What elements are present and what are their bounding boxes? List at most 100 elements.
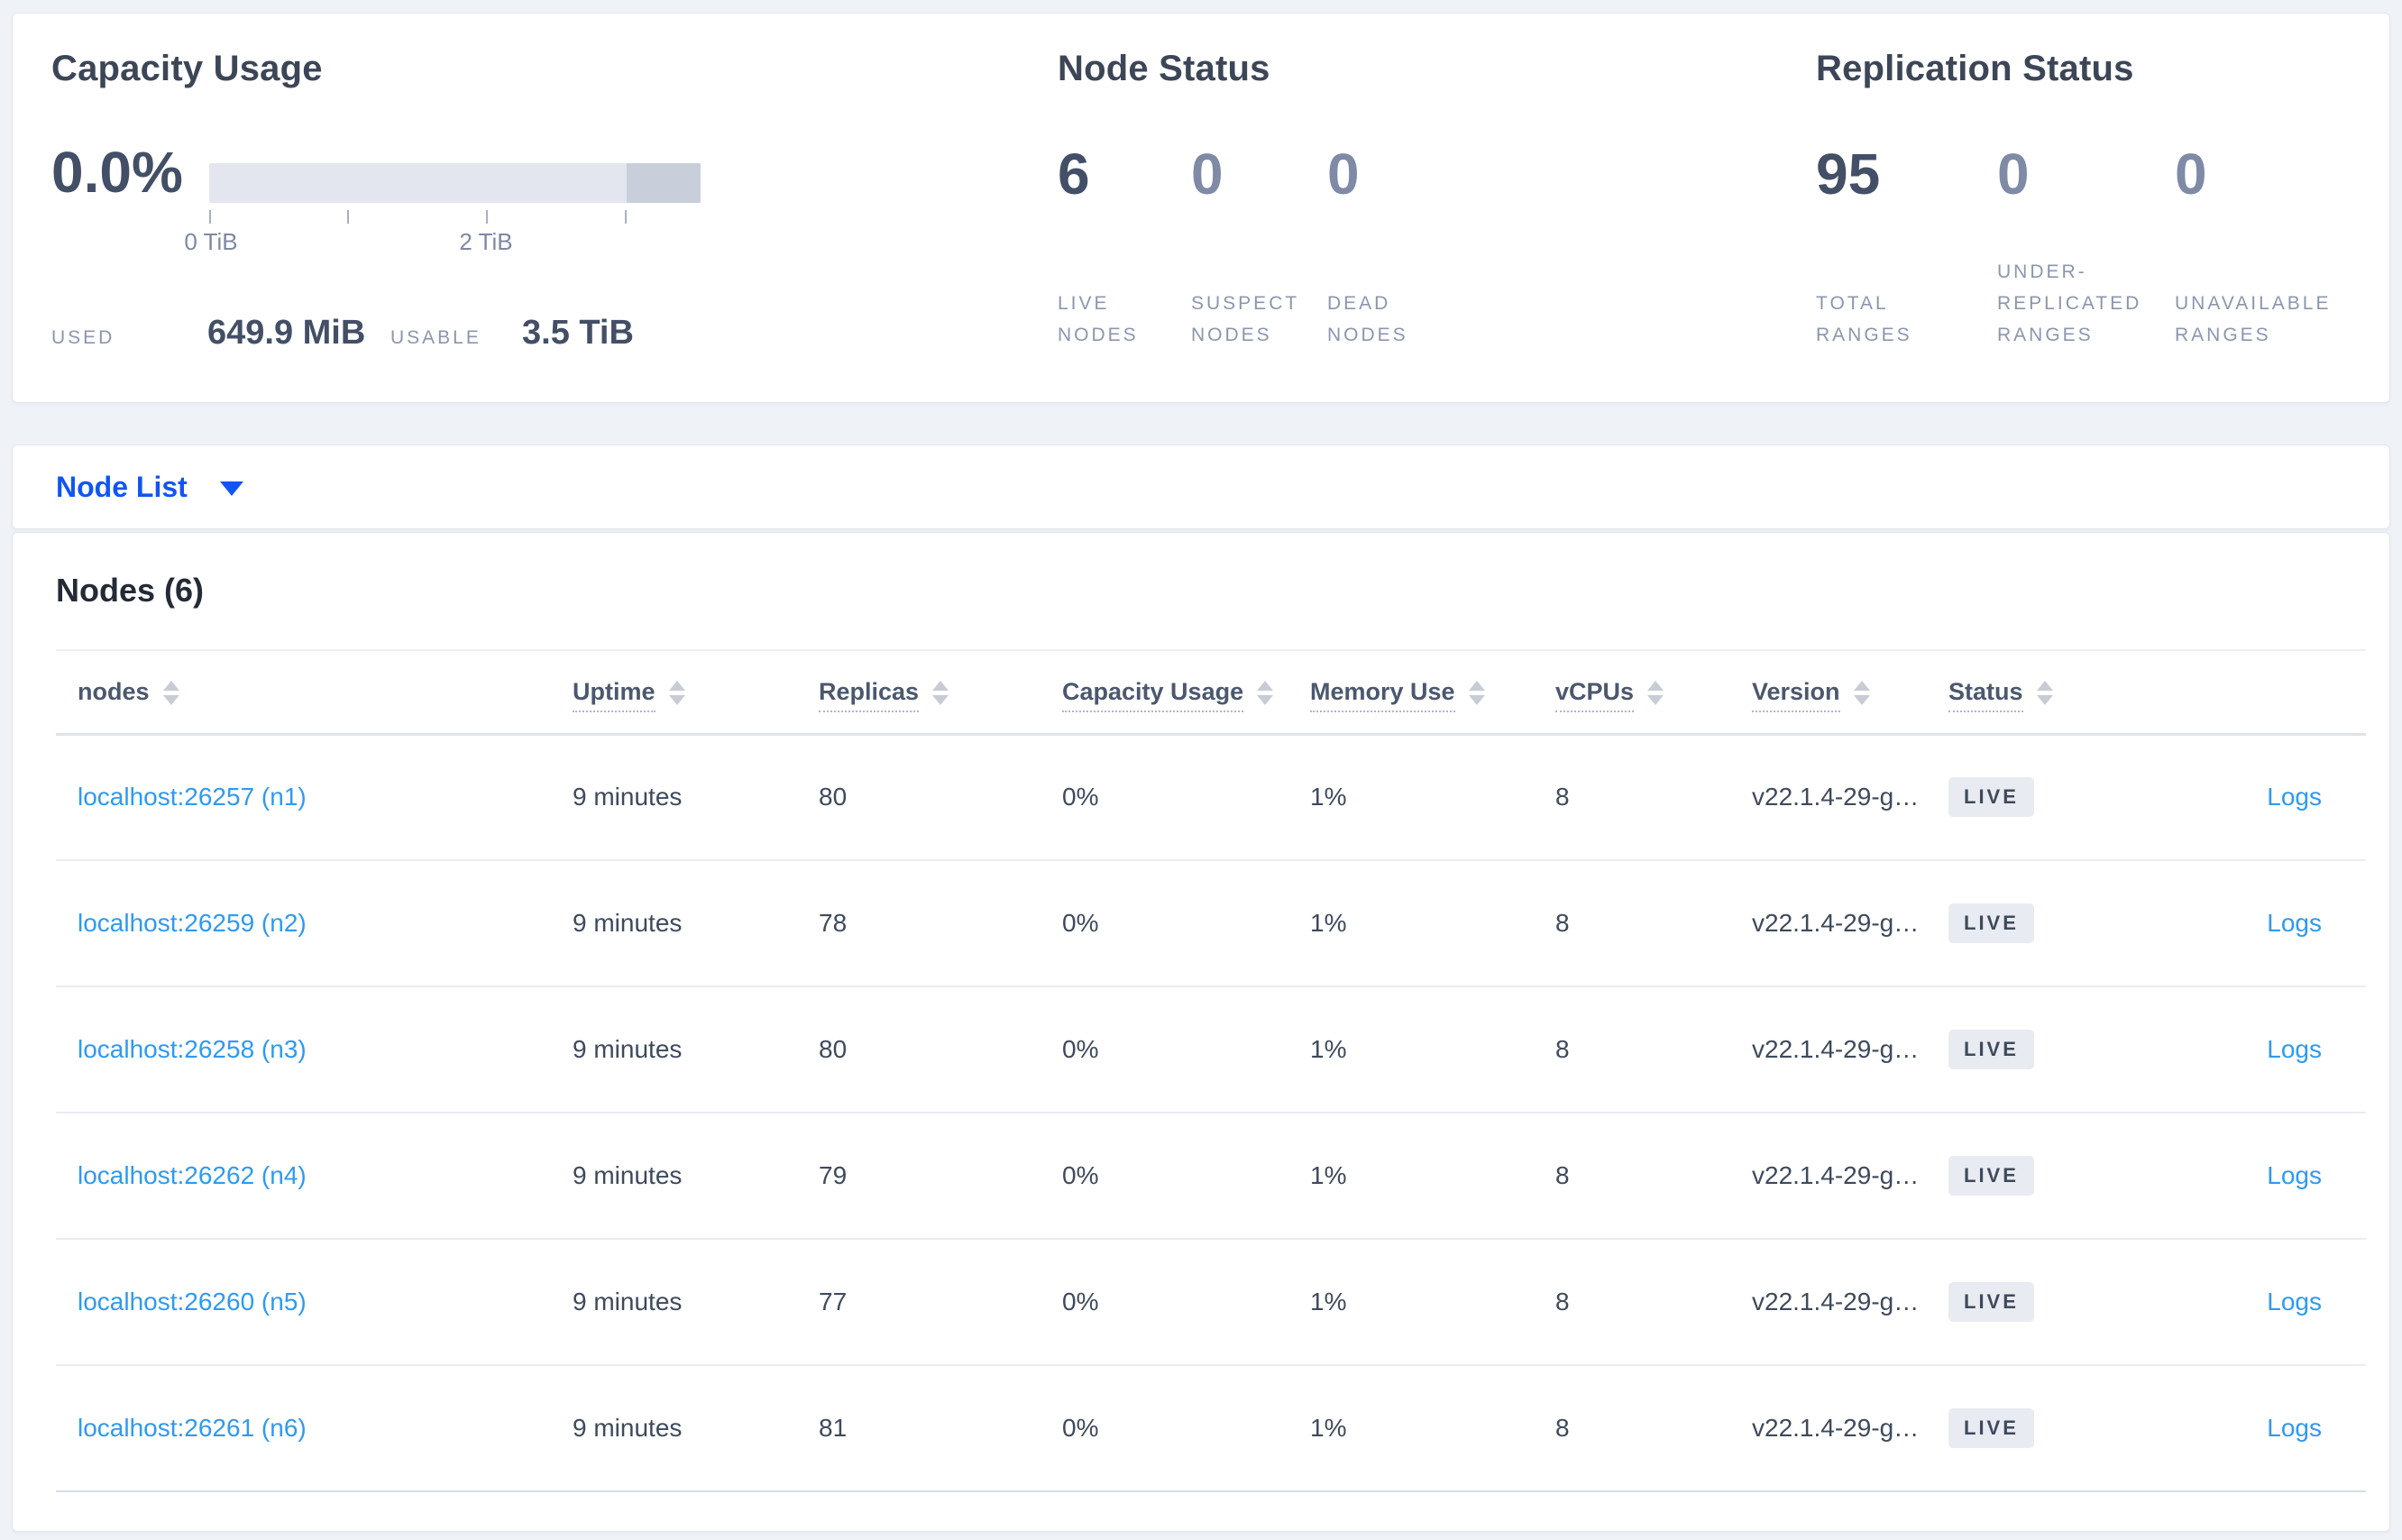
node-link[interactable]: localhost:26257 (n1)	[78, 783, 307, 811]
axis-tick	[486, 210, 488, 224]
under-replicated-ranges-metric: 0 UNDER-REPLICATED RANGES	[1997, 145, 2175, 351]
sort-icon[interactable]	[162, 681, 179, 706]
table-row: localhost:26257 (n1) 9 minutes 80 0% 1% …	[56, 734, 2366, 860]
replicas-cell: 81	[818, 1364, 1061, 1491]
capacity-cell: 0%	[1061, 985, 1309, 1113]
node-link[interactable]: localhost:26261 (n6)	[78, 1414, 307, 1442]
axis-tick-label: 0 TiB	[184, 228, 238, 255]
node-list-dropdown[interactable]: Node List	[56, 470, 188, 503]
sort-icon[interactable]	[1853, 681, 1870, 706]
logs-link[interactable]: Logs	[2267, 1035, 2322, 1063]
nodes-heading: Nodes (6)	[56, 572, 205, 609]
suspect-nodes-label: SUSPECT NODES	[1191, 293, 1299, 345]
capacity-cell: 0%	[1061, 1238, 1309, 1365]
capacity-cell: 0%	[1062, 783, 1099, 811]
suspect-nodes-metric: 0 SUSPECT NODES	[1191, 145, 1327, 351]
capacity-stats: USED 649.9 MiB USABLE 3.5 TiB	[51, 314, 634, 353]
sort-icon[interactable]	[1257, 681, 1274, 706]
table-row: localhost:26260 (n5) 9 minutes 77 0% 1% …	[56, 1238, 2366, 1365]
column-header-nodes[interactable]: nodes	[56, 650, 572, 736]
node-link[interactable]: localhost:26262 (n4)	[78, 1161, 307, 1189]
version-cell: v22.1.4-29-g…	[1752, 783, 1920, 811]
sort-icon[interactable]	[932, 681, 949, 706]
usable-label: USABLE	[390, 327, 481, 348]
status-badge: LIVE	[1948, 1408, 2034, 1448]
sort-icon[interactable]	[2036, 681, 2053, 706]
table-header-row: nodes Uptime Replicas Capacity Usage Mem…	[56, 650, 2366, 736]
sort-icon[interactable]	[668, 681, 685, 706]
capacity-bar-chart: 0 TiB 2 TiB	[184, 163, 701, 262]
status-badge: LIVE	[1948, 1282, 2034, 1322]
column-header-vcpus[interactable]: vCPUs	[1554, 650, 1751, 736]
dead-nodes-label: DEAD NODES	[1327, 293, 1408, 345]
replicas-cell: 78	[818, 859, 1061, 986]
status-badge: LIVE	[1948, 1030, 2034, 1069]
column-header-memory[interactable]: Memory Use	[1309, 650, 1554, 736]
node-link[interactable]: localhost:26258 (n3)	[78, 1035, 307, 1063]
vcpus-cell: 8	[1554, 1238, 1751, 1365]
uptime-cell: 9 minutes	[572, 1112, 818, 1239]
version-cell: v22.1.4-29-g…	[1751, 985, 1948, 1113]
dead-nodes-value: 0	[1327, 142, 1360, 206]
live-nodes-metric: 6 LIVE NODES	[1058, 145, 1191, 351]
memory-cell: 1%	[1309, 859, 1554, 986]
vcpus-cell: 8	[1554, 1364, 1751, 1491]
logs-link[interactable]: Logs	[2267, 783, 2322, 811]
capacity-cell: 0%	[1061, 1112, 1309, 1239]
vcpus-cell: 8	[1554, 859, 1751, 986]
logs-link[interactable]: Logs	[2267, 1414, 2322, 1442]
uptime-cell: 9 minutes	[573, 783, 683, 811]
status-badge: LIVE	[1948, 1156, 2034, 1196]
node-status-section: Node Status 6 LIVE NODES 0 SUSPECT NODES…	[1058, 50, 1563, 402]
sort-icon[interactable]	[1468, 681, 1485, 706]
column-header-status[interactable]: Status	[1948, 650, 2166, 736]
version-cell: v22.1.4-29-g…	[1751, 859, 1948, 986]
cluster-summary-panel: Capacity Usage 0.0% 0 TiB 2 TiB USED 649…	[12, 13, 2390, 403]
vcpus-cell: 8	[1555, 783, 1570, 811]
uptime-cell: 9 minutes	[572, 1238, 818, 1365]
vcpus-cell: 8	[1554, 1112, 1751, 1239]
dead-nodes-metric: 0 DEAD NODES	[1327, 145, 1471, 351]
logs-link[interactable]: Logs	[2267, 1161, 2322, 1189]
column-header-logs	[2166, 650, 2366, 736]
replication-status-title: Replication Status	[1816, 49, 2134, 88]
column-header-uptime[interactable]: Uptime	[572, 650, 818, 736]
axis-tick	[625, 210, 627, 224]
total-ranges-value: 95	[1816, 142, 1881, 206]
node-link[interactable]: localhost:26260 (n5)	[78, 1288, 307, 1315]
uptime-cell: 9 minutes	[572, 985, 818, 1113]
replicas-cell: 80	[818, 985, 1061, 1113]
unavailable-ranges-value: 0	[2175, 142, 2207, 206]
capacity-cell: 0%	[1061, 859, 1309, 986]
version-cell: v22.1.4-29-g…	[1751, 1112, 1948, 1239]
column-header-version[interactable]: Version	[1751, 650, 1948, 736]
memory-cell: 1%	[1309, 1238, 1554, 1365]
column-header-capacity[interactable]: Capacity Usage	[1061, 650, 1309, 736]
capacity-usage-title: Capacity Usage	[51, 49, 323, 88]
live-nodes-label: LIVE NODES	[1058, 293, 1139, 345]
column-header-replicas[interactable]: Replicas	[818, 650, 1061, 736]
capacity-usage-section: Capacity Usage 0.0% 0 TiB 2 TiB USED 649…	[51, 50, 737, 402]
used-label: USED	[51, 327, 115, 348]
replicas-cell: 77	[818, 1238, 1061, 1365]
axis-tick	[347, 210, 349, 224]
used-value: 649.9 MiB	[207, 314, 366, 352]
total-ranges-label: TOTAL RANGES	[1816, 293, 1912, 345]
status-badge: LIVE	[1948, 777, 2034, 818]
capacity-bar-other-segment	[627, 163, 701, 203]
sort-icon[interactable]	[1647, 681, 1664, 706]
logs-link[interactable]: Logs	[2267, 1288, 2322, 1315]
memory-cell: 1%	[1309, 985, 1554, 1113]
memory-cell: 1%	[1309, 1112, 1554, 1239]
nodes-table: nodes Uptime Replicas Capacity Usage Mem…	[56, 649, 2366, 1492]
table-row: localhost:26262 (n4) 9 minutes 79 0% 1% …	[56, 1112, 2366, 1239]
unavailable-ranges-label: UNAVAILABLE RANGES	[2175, 293, 2332, 345]
node-status-title: Node Status	[1058, 49, 1270, 88]
chevron-down-icon[interactable]	[219, 481, 243, 496]
unavailable-ranges-metric: 0 UNAVAILABLE RANGES	[2175, 145, 2364, 351]
logs-link[interactable]: Logs	[2267, 909, 2322, 937]
under-replicated-ranges-value: 0	[1997, 142, 2030, 206]
axis-tick-label: 2 TiB	[459, 228, 513, 255]
table-row: localhost:26258 (n3) 9 minutes 80 0% 1% …	[56, 985, 2366, 1113]
node-link[interactable]: localhost:26259 (n2)	[78, 909, 307, 937]
